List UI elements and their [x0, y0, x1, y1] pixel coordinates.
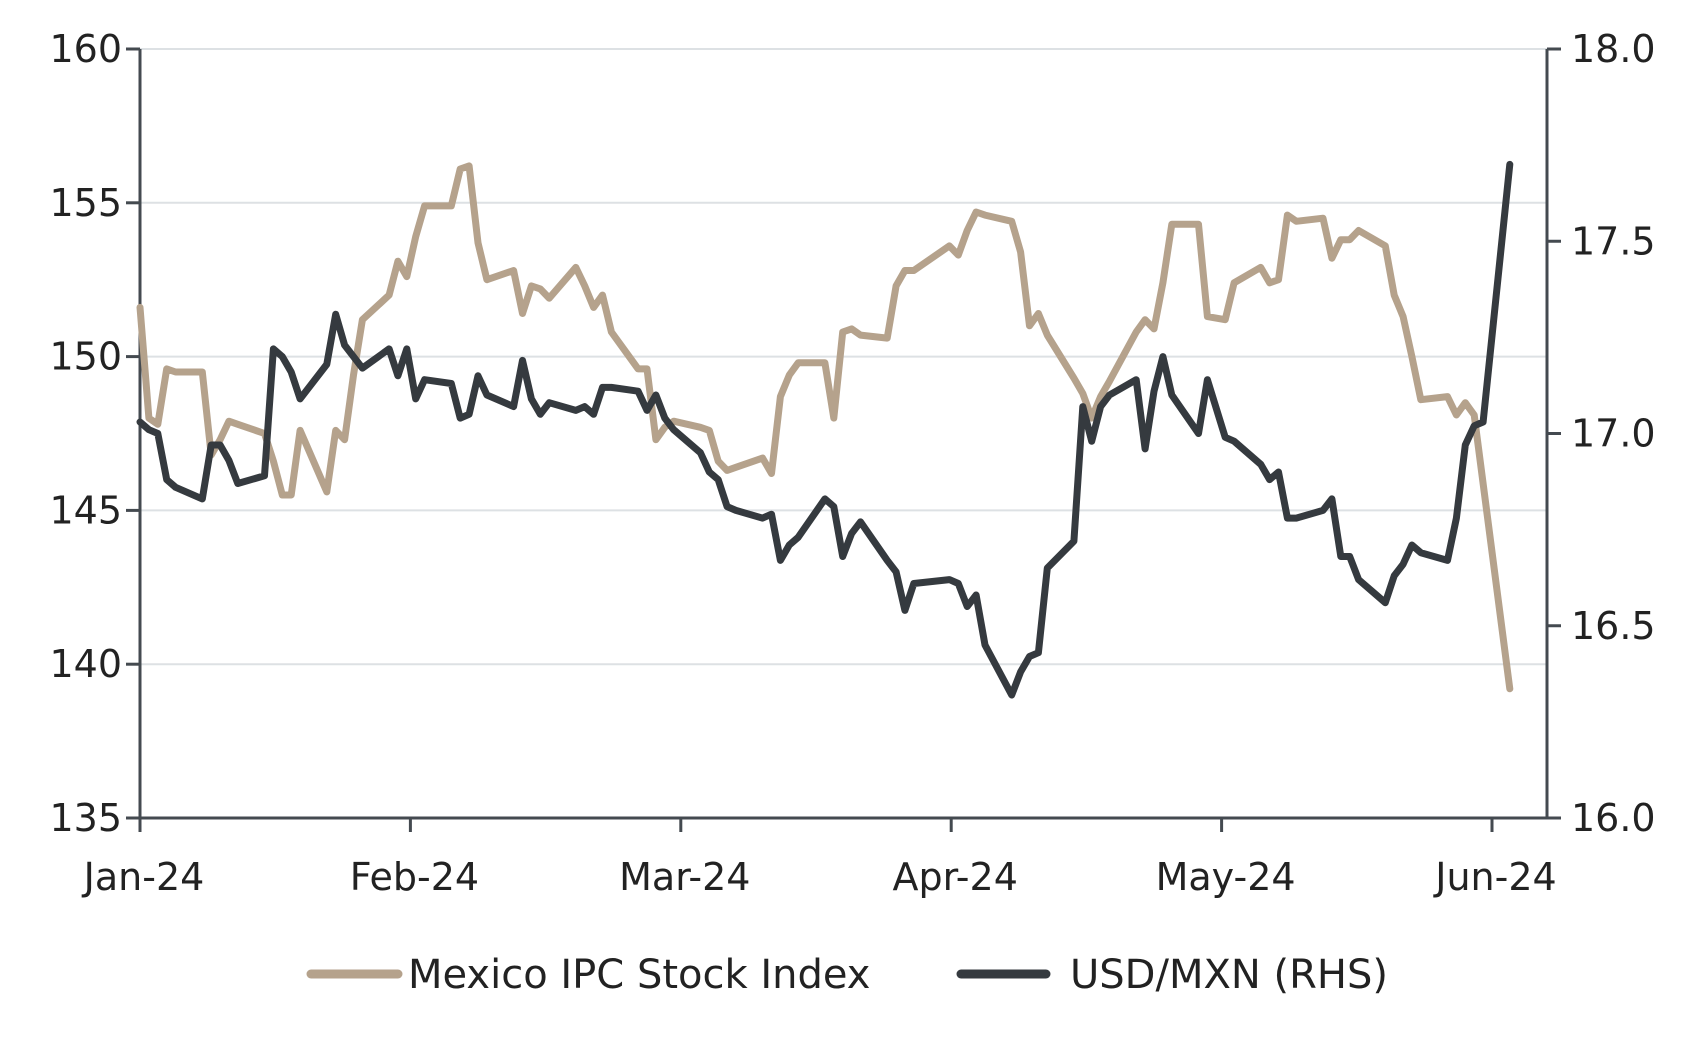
x-tick-label: Feb-24: [350, 855, 479, 899]
right-tick-label: 18.0: [1571, 27, 1656, 71]
left-tick-label: 155: [49, 181, 122, 225]
x-tick-label: May-24: [1156, 855, 1296, 899]
left-tick-label: 140: [49, 642, 122, 686]
x-ticks: Jan-24 Feb-24 Mar-24 Apr-24 May-24 Jun-24: [82, 818, 1557, 899]
series-line-ipc: [136, 162, 1514, 693]
left-tick-label: 150: [49, 335, 122, 379]
x-tick-label: Apr-24: [893, 855, 1018, 899]
legend-item-ipc: Mexico IPC Stock Index: [306, 952, 870, 998]
left-y-ticks: 160 155 150 145 140 135: [49, 27, 140, 840]
x-tick-label: Mar-24: [619, 855, 750, 899]
left-tick-label: 135: [49, 796, 122, 840]
right-tick-label: 17.0: [1571, 412, 1656, 456]
x-tick-label: Jan-24: [82, 855, 205, 899]
left-tick-label: 145: [49, 488, 122, 532]
series-lines: [136, 160, 1514, 699]
legend-label-ipc: Mexico IPC Stock Index: [408, 952, 870, 998]
legend-label-usdmxn: USD/MXN (RHS): [1070, 952, 1388, 998]
right-tick-label: 16.0: [1571, 796, 1656, 840]
axes: [138, 49, 1560, 820]
left-tick-label: 160: [49, 27, 122, 71]
legend-item-usdmxn: USD/MXN (RHS): [956, 952, 1388, 998]
right-tick-label: 16.5: [1571, 604, 1656, 648]
x-tick-label: Jun-24: [1433, 855, 1556, 899]
right-tick-label: 17.5: [1571, 219, 1656, 263]
series-line-usdmxn: [136, 160, 1514, 699]
right-y-ticks: 18.0 17.5 17.0 16.5 16.0: [1547, 27, 1656, 840]
legend: Mexico IPC Stock Index USD/MXN (RHS): [306, 952, 1388, 998]
